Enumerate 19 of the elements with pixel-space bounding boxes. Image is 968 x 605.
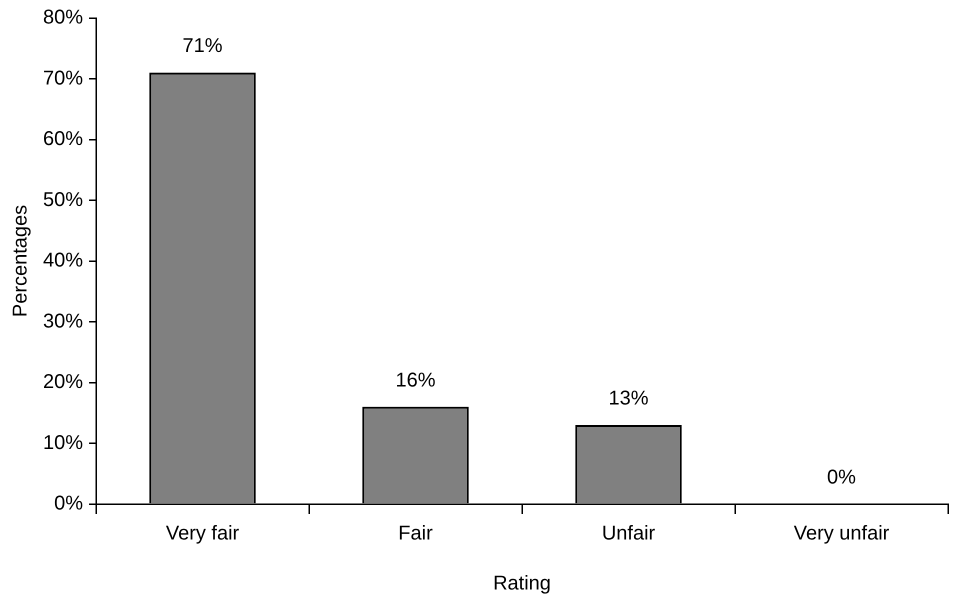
x-axis-title: Rating bbox=[493, 572, 551, 595]
y-tick-label: 30% bbox=[43, 310, 84, 332]
data-label: 0% bbox=[827, 466, 856, 489]
y-tick-label: 50% bbox=[43, 188, 84, 211]
y-tick-label: 60% bbox=[43, 128, 84, 150]
data-label: 16% bbox=[396, 369, 436, 392]
y-tick-label: 80% bbox=[43, 6, 84, 29]
x-tick-label: Fair bbox=[398, 522, 434, 545]
data-label: 13% bbox=[608, 388, 649, 410]
y-tick-label: 0% bbox=[54, 492, 84, 515]
y-tick-label: 70% bbox=[43, 67, 84, 90]
x-tick-label: Very unfair bbox=[794, 522, 890, 545]
data-label: 71% bbox=[182, 35, 223, 58]
x-tick-label: Very fair bbox=[166, 522, 240, 545]
y-axis-title: Percentages bbox=[10, 204, 32, 318]
x-tick-label: Unfair bbox=[602, 522, 656, 545]
y-tick-label: 10% bbox=[43, 432, 84, 454]
y-tick-label: 40% bbox=[43, 250, 84, 272]
y-tick-label: 20% bbox=[43, 371, 84, 394]
